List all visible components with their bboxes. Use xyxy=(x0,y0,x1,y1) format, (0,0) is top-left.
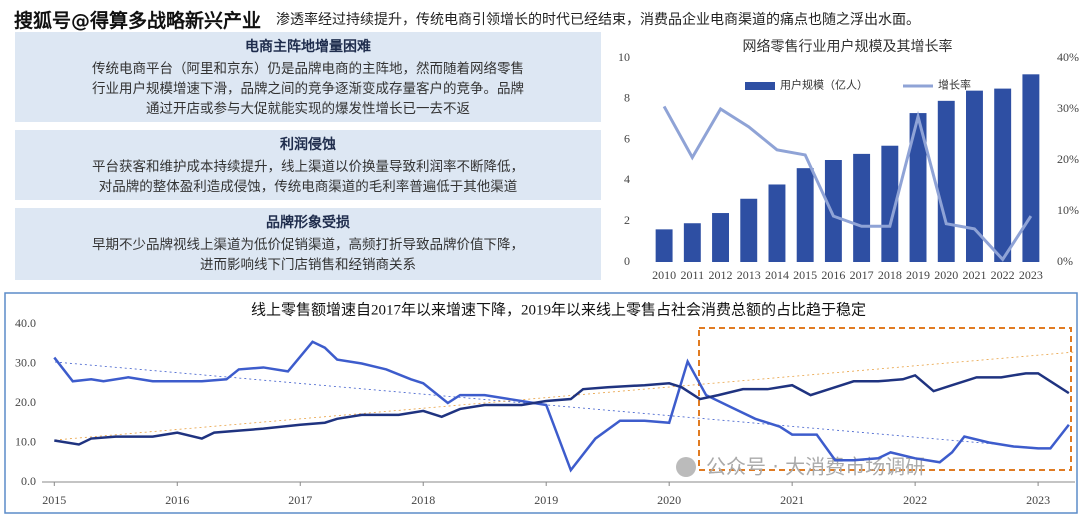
header-text: 渗透率经过持续提升，传统电商引领增长的时代已经结束，消费品企业电商渠道的痛点也随… xyxy=(276,13,920,28)
y-tick-label: 8 xyxy=(624,91,630,105)
bar xyxy=(881,145,899,262)
panel-title: 品牌形象受损 xyxy=(266,216,350,231)
chart-title: 网络零售行业用户规模及其增长率 xyxy=(743,38,953,55)
bar xyxy=(768,184,786,262)
legend-label: 用户规模（亿人） xyxy=(780,78,868,92)
trend-line xyxy=(54,351,1076,441)
bottom-frame xyxy=(4,292,1078,514)
x-tick-label: 2023 xyxy=(1026,493,1050,507)
y-tick-label: 20.0 xyxy=(15,395,36,409)
x-tick-label: 2022 xyxy=(991,268,1015,282)
y-tick-label: 30.0 xyxy=(15,355,36,369)
x-tick-label: 2019 xyxy=(534,493,558,507)
y2-tick-label: 10% xyxy=(1057,203,1079,217)
x-tick-label: 2018 xyxy=(411,493,435,507)
x-tick-label: 2016 xyxy=(821,268,845,282)
panel-title: 电商主阵地增量困难 xyxy=(245,40,371,55)
y-tick-label: 40.0 xyxy=(15,316,36,330)
x-tick-label: 2015 xyxy=(42,493,66,507)
y2-tick-label: 0% xyxy=(1057,254,1073,268)
legend-label: 增长率 xyxy=(938,78,971,92)
x-tick-label: 2020 xyxy=(657,493,681,507)
panel: 电商主阵地增量困难 传统电商平台（阿里和京东）仍是品牌电商的主阵地，然而随着网络… xyxy=(15,32,601,122)
bar xyxy=(655,229,673,262)
bar xyxy=(712,213,729,262)
panel-line: 进而影响线下门店销售和经销商关系 xyxy=(200,257,416,272)
panel-line: 早期不少品牌视线上渠道为低价促销渠道，高频打折导致品牌价值下降， xyxy=(92,237,524,252)
panel-line: 对品牌的整体盈利造成侵蚀，传统电商渠道的毛利率普遍低于其他渠道 xyxy=(98,179,518,194)
y-tick-label: 6 xyxy=(624,131,630,145)
x-tick-label: 2017 xyxy=(288,493,312,507)
bar xyxy=(796,168,814,262)
line xyxy=(662,105,1033,262)
x-tick-label: 2022 xyxy=(903,493,927,507)
y2-tick-label: 30% xyxy=(1057,101,1079,115)
panel-line: 行业用户规模增速下滑，品牌之间的竞争逐渐变成存量客户的竞争。品牌 xyxy=(92,81,524,96)
bar xyxy=(853,153,871,262)
x-tick-label: 2021 xyxy=(962,268,986,282)
x-tick-label: 2018 xyxy=(878,268,902,282)
x-tick-label: 2012 xyxy=(709,268,733,282)
panel-line: 传统电商平台（阿里和京东）仍是品牌电商的主阵地，然而随着网络零售 xyxy=(92,61,524,76)
panel-title: 利润侵蚀 xyxy=(280,138,336,153)
x-tick-label: 2014 xyxy=(765,268,789,282)
x-tick-label: 2020 xyxy=(934,268,958,282)
line xyxy=(53,340,1070,473)
x-tick-label: 2019 xyxy=(906,268,930,282)
watermark: 搜狐号@得算多战略新兴产业 xyxy=(14,10,262,32)
x-tick-label: 2015 xyxy=(793,268,817,282)
bar xyxy=(1022,74,1040,262)
header: 渗透率经过持续提升，传统电商引领增长的时代已经结束，消费品企业电商渠道的痛点也随… xyxy=(0,0,1080,32)
x-tick-label: 2023 xyxy=(1019,268,1043,282)
y-tick-label: 10.0 xyxy=(15,434,36,448)
bar xyxy=(966,90,983,262)
y-tick-label: 10 xyxy=(618,50,630,64)
y-tick-label: 4 xyxy=(624,172,630,186)
bar xyxy=(740,198,758,262)
y2-tick-label: 40% xyxy=(1057,50,1079,64)
bar xyxy=(937,100,955,262)
y-tick-label: 0.0 xyxy=(21,474,36,488)
y-tick-label: 2 xyxy=(624,213,630,227)
x-tick-label: 2010 xyxy=(652,268,676,282)
panel-line: 平台获客和维护成本持续提升，线上渠道以价换量导致利润率不断降低， xyxy=(92,159,524,174)
bar xyxy=(824,160,842,262)
panel: 品牌形象受损 早期不少品牌视线上渠道为低价促销渠道，高频打折导致品牌价值下降， … xyxy=(15,208,601,280)
wechat-icon xyxy=(676,457,696,477)
y2-tick-label: 20% xyxy=(1057,152,1079,166)
y-tick-label: 0 xyxy=(624,254,630,268)
line xyxy=(54,372,1070,446)
highlight-box xyxy=(698,327,1072,471)
x-tick-label: 2021 xyxy=(780,493,804,507)
bar xyxy=(909,113,927,262)
source-watermark: 公众号 · 大消费市场调研 xyxy=(706,455,925,479)
x-tick-label: 2016 xyxy=(165,493,189,507)
bar xyxy=(683,223,701,262)
chart-title: 线上零售额增速自2017年以来增速下降，2019年以来线上零售占社会消费总额的占… xyxy=(251,301,866,318)
x-tick-label: 2011 xyxy=(681,268,705,282)
panel: 利润侵蚀 平台获客和维护成本持续提升，线上渠道以价换量导致利润率不断降低， 对品… xyxy=(15,130,601,200)
panel-line: 通过开店或参与大促就能实现的爆发性增长已一去不返 xyxy=(146,101,470,116)
legend-swatch xyxy=(745,82,775,90)
bar xyxy=(994,88,1012,262)
x-tick-label: 2017 xyxy=(850,268,874,282)
x-tick-label: 2013 xyxy=(737,268,761,282)
